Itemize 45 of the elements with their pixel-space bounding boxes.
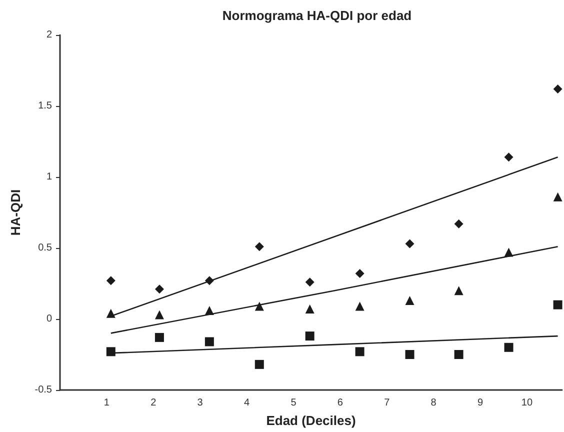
x-tick-label: 5 xyxy=(290,398,297,408)
y-axis-title: HA-QDI xyxy=(8,189,23,236)
point xyxy=(454,219,464,228)
point xyxy=(305,304,314,314)
point xyxy=(355,269,364,278)
point xyxy=(355,302,364,311)
point xyxy=(254,242,264,252)
point xyxy=(305,278,314,287)
point xyxy=(405,296,414,306)
point xyxy=(454,286,464,296)
x-axis-title: Edad (Deciles) xyxy=(266,413,356,428)
point xyxy=(454,350,464,359)
x-tick-label: 8 xyxy=(430,398,437,408)
y-tick-label: 2 xyxy=(46,30,52,40)
point xyxy=(154,332,164,342)
point xyxy=(106,276,116,286)
y-tick-label: 1 xyxy=(46,172,52,182)
x-tick-label: 3 xyxy=(197,398,204,408)
point xyxy=(154,310,164,320)
point xyxy=(553,192,562,202)
point xyxy=(254,360,264,369)
point xyxy=(154,284,164,294)
y-tick-label: -0.5 xyxy=(34,384,52,396)
x-tick-label: 1 xyxy=(104,398,110,408)
x-tick-label: 4 xyxy=(244,398,250,408)
point xyxy=(405,350,414,359)
x-tick-label: 7 xyxy=(384,398,390,408)
x-tick-label: 2 xyxy=(150,398,157,408)
x-tick-label: 9 xyxy=(478,398,484,408)
x-tick-label: 10 xyxy=(521,398,533,408)
y-tick-label: 0 xyxy=(46,314,52,324)
point xyxy=(106,347,116,356)
point xyxy=(106,308,116,318)
chart-title: Normograma HA-QDI por edad xyxy=(222,8,412,23)
point xyxy=(553,300,562,310)
point xyxy=(504,342,514,352)
point xyxy=(355,347,364,356)
point xyxy=(305,332,314,341)
point xyxy=(405,239,414,248)
y-tick-label: 0.5 xyxy=(38,242,52,254)
x-tick-label: 6 xyxy=(337,398,344,408)
point xyxy=(504,152,514,162)
point xyxy=(204,337,214,346)
point xyxy=(553,84,562,94)
y-tick-label: 1.5 xyxy=(38,100,52,112)
